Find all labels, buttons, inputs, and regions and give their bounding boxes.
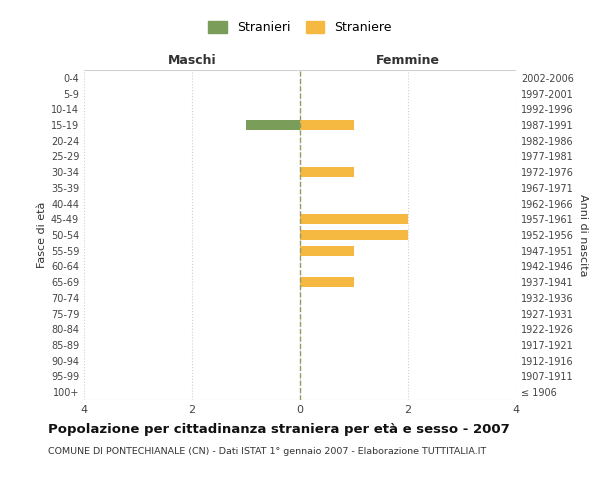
Bar bbox=[300, 230, 408, 240]
Y-axis label: Fasce di età: Fasce di età bbox=[37, 202, 47, 268]
Bar bbox=[300, 214, 408, 224]
Bar bbox=[300, 277, 354, 287]
Text: Popolazione per cittadinanza straniera per età e sesso - 2007: Popolazione per cittadinanza straniera p… bbox=[48, 422, 510, 436]
Text: Maschi: Maschi bbox=[167, 54, 217, 67]
Bar bbox=[300, 120, 354, 130]
Text: Femmine: Femmine bbox=[376, 54, 440, 67]
Y-axis label: Anni di nascita: Anni di nascita bbox=[578, 194, 588, 276]
Text: COMUNE DI PONTECHIANALE (CN) - Dati ISTAT 1° gennaio 2007 - Elaborazione TUTTITA: COMUNE DI PONTECHIANALE (CN) - Dati ISTA… bbox=[48, 448, 486, 456]
Bar bbox=[300, 246, 354, 256]
Bar bbox=[246, 120, 300, 130]
Legend: Stranieri, Straniere: Stranieri, Straniere bbox=[205, 17, 395, 38]
Bar bbox=[300, 167, 354, 177]
